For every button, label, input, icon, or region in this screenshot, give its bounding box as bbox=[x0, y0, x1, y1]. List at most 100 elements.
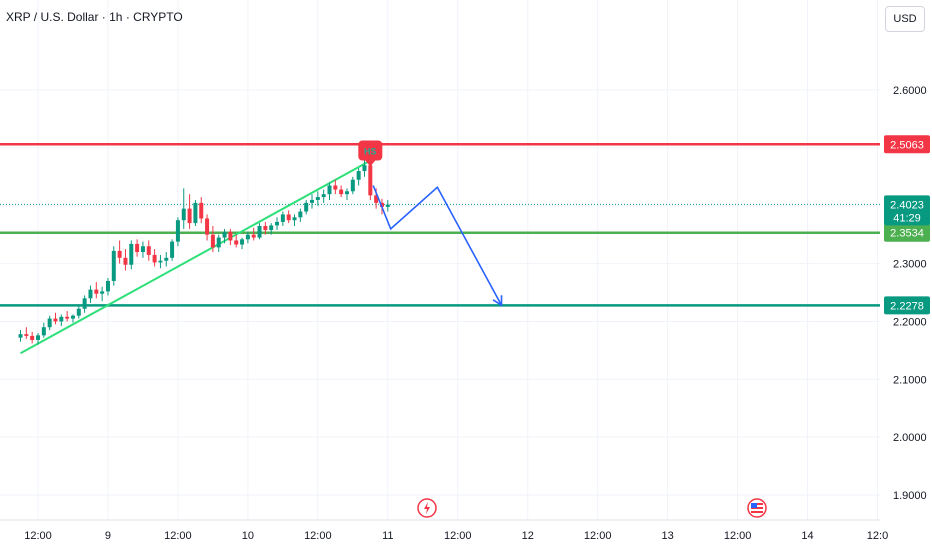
candle-body bbox=[164, 257, 169, 261]
candle-body bbox=[374, 195, 379, 203]
price-axis: 2.60002.50002.40002.30002.20002.10002.00… bbox=[880, 0, 932, 550]
candle bbox=[24, 327, 29, 339]
candle bbox=[333, 179, 338, 195]
candle-body bbox=[205, 218, 210, 235]
lightning-event-icon[interactable] bbox=[417, 498, 437, 518]
candle-body bbox=[111, 250, 116, 281]
candle bbox=[59, 314, 64, 327]
candle bbox=[350, 176, 355, 195]
candle-body bbox=[251, 234, 256, 238]
price-tick-label: 2.3000 bbox=[893, 259, 927, 271]
price-tick-label: 2.6000 bbox=[893, 85, 927, 97]
candle bbox=[181, 188, 186, 229]
candle bbox=[298, 208, 303, 222]
candle-body bbox=[321, 194, 326, 198]
price-tick-label: 1.9000 bbox=[893, 490, 927, 502]
candle-body bbox=[53, 318, 58, 322]
level-price-label: 2.3534 bbox=[890, 228, 924, 240]
candle bbox=[100, 286, 105, 302]
candle-body bbox=[76, 308, 81, 316]
symbol-title: XRP / U.S. Dollar · 1h · CRYPTO bbox=[6, 10, 183, 24]
candle bbox=[205, 214, 210, 241]
price-tick-label: 2.2000 bbox=[893, 316, 927, 328]
candle-body bbox=[117, 250, 122, 258]
signal-badge-pointer bbox=[365, 160, 376, 167]
candle bbox=[280, 211, 285, 226]
candle bbox=[158, 254, 163, 269]
candle bbox=[286, 210, 291, 224]
candle bbox=[292, 214, 297, 226]
candle bbox=[210, 225, 215, 253]
candle-body bbox=[18, 334, 23, 338]
time-tick-label: 12:00 bbox=[584, 530, 612, 542]
candle bbox=[111, 246, 116, 286]
candle bbox=[315, 191, 320, 206]
candle-body bbox=[170, 241, 175, 258]
candle bbox=[275, 217, 280, 231]
candle bbox=[129, 240, 134, 270]
candle bbox=[216, 234, 221, 253]
candle-body bbox=[315, 197, 320, 200]
time-tick-label: 12:00 bbox=[304, 530, 332, 542]
candle bbox=[187, 194, 192, 229]
level-price-tag bbox=[884, 296, 930, 315]
candle-body bbox=[24, 334, 29, 336]
candle bbox=[105, 278, 110, 296]
projection-arrowhead bbox=[492, 295, 503, 307]
level-price-tag bbox=[884, 223, 930, 242]
candle-body bbox=[257, 225, 262, 238]
price-axis-bg bbox=[880, 0, 932, 550]
candle bbox=[245, 231, 250, 244]
candle-body bbox=[152, 254, 157, 263]
candle bbox=[88, 285, 93, 303]
time-tick-label: 12:00 bbox=[724, 530, 752, 542]
candle-body bbox=[193, 202, 198, 224]
projection-layer: HS bbox=[358, 140, 503, 307]
candle-body bbox=[158, 260, 163, 263]
candle-body bbox=[356, 171, 361, 180]
candle-body bbox=[129, 243, 134, 265]
candle-body bbox=[298, 211, 303, 218]
candle-body bbox=[135, 243, 140, 253]
candle-body bbox=[59, 316, 64, 322]
level-price-tag bbox=[884, 135, 930, 154]
candle bbox=[263, 221, 268, 235]
chart-grid bbox=[0, 0, 880, 520]
candle bbox=[228, 228, 233, 246]
candle bbox=[146, 240, 151, 261]
candle bbox=[193, 199, 198, 226]
candle bbox=[234, 234, 239, 248]
time-axis: 12:00 9 12:00 10 12:00 11 12:00 12 12:00 13 12:00 1… bbox=[0, 519, 888, 542]
candle-body bbox=[175, 220, 180, 242]
candle bbox=[41, 322, 46, 338]
candle bbox=[321, 189, 326, 203]
candle bbox=[356, 168, 361, 186]
signal-badge[interactable]: HS bbox=[358, 140, 383, 167]
candle-body bbox=[286, 214, 291, 221]
candle-body bbox=[234, 240, 239, 245]
candle-body bbox=[362, 165, 367, 172]
currency-button[interactable]: USD bbox=[885, 6, 925, 32]
candle-body bbox=[187, 208, 192, 224]
time-tick-label: 13 bbox=[662, 530, 674, 542]
candle bbox=[327, 182, 332, 200]
candle bbox=[117, 240, 122, 264]
candle-body bbox=[36, 335, 40, 340]
candle-body bbox=[269, 225, 274, 231]
time-tick-label: 12:0 bbox=[867, 530, 888, 542]
projection-path bbox=[372, 185, 503, 306]
candle-body bbox=[30, 335, 35, 340]
candle bbox=[339, 185, 344, 198]
price-tick-label: 2.1000 bbox=[893, 374, 927, 386]
time-tick-label: 10 bbox=[242, 530, 254, 542]
candle bbox=[310, 194, 315, 209]
candle bbox=[304, 199, 309, 215]
candle bbox=[385, 199, 390, 212]
event-icons[interactable] bbox=[417, 498, 767, 518]
trendline-layer bbox=[20, 159, 371, 355]
us-flag-event-icon[interactable] bbox=[747, 498, 767, 518]
candle bbox=[76, 305, 81, 319]
candle bbox=[199, 197, 204, 224]
current-price-label: 2.4023 bbox=[890, 199, 924, 211]
